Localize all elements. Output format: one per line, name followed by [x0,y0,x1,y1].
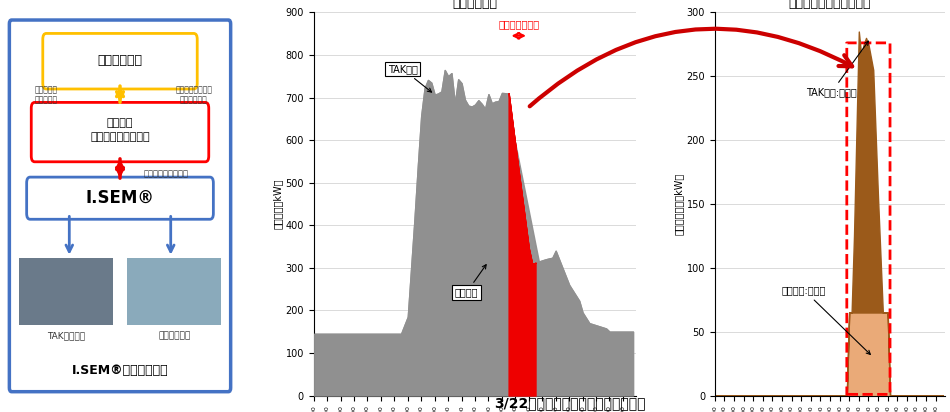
FancyBboxPatch shape [43,33,198,89]
Text: デマンドレスポンス: デマンドレスポンス [143,170,189,178]
Text: 需給逼迫時
の調整要求: 需給逼迫時 の調整要求 [35,85,58,104]
Text: 送配電事業者: 送配電事業者 [98,54,142,67]
Text: 東京電力
エナジーパートナー: 東京電力 エナジーパートナー [90,118,150,142]
FancyBboxPatch shape [10,20,231,392]
FancyBboxPatch shape [31,103,209,162]
FancyBboxPatch shape [27,177,214,219]
Text: 3/22のデマンドレスポンス実施結果: 3/22のデマンドレスポンス実施結果 [494,396,646,410]
Text: I.SEM®: I.SEM® [86,189,155,207]
Title: 分散電源による削減電力: 分散電源による削減電力 [788,0,871,10]
Text: 分散電源群による
大きな調整力: 分散電源群による 大きな調整力 [175,85,212,104]
Text: TAK新砂: TAK新砂 [388,64,431,92]
Text: 東京本店: 東京本店 [455,265,486,297]
Title: 建物受電電力: 建物受電電力 [452,0,498,10]
Text: I.SEM®システム構成: I.SEM®システム構成 [71,364,168,377]
Bar [19,258,113,325]
Text: 節電要請時間帯: 節電要請時間帯 [498,19,540,29]
Y-axis label: 受電電力［kW］: 受電電力［kW］ [273,179,283,229]
Text: 東京本店:発電機: 東京本店:発電機 [782,286,870,354]
Text: TAK新砂ビル: TAK新砂ビル [47,332,85,341]
Text: 東京本店社屋: 東京本店社屋 [158,332,190,341]
Text: TAK新砂:発電機: TAK新砂:発電機 [806,41,868,97]
Bar [127,258,221,325]
Y-axis label: 分散電源出力［kW］: 分散電源出力［kW］ [674,173,684,235]
